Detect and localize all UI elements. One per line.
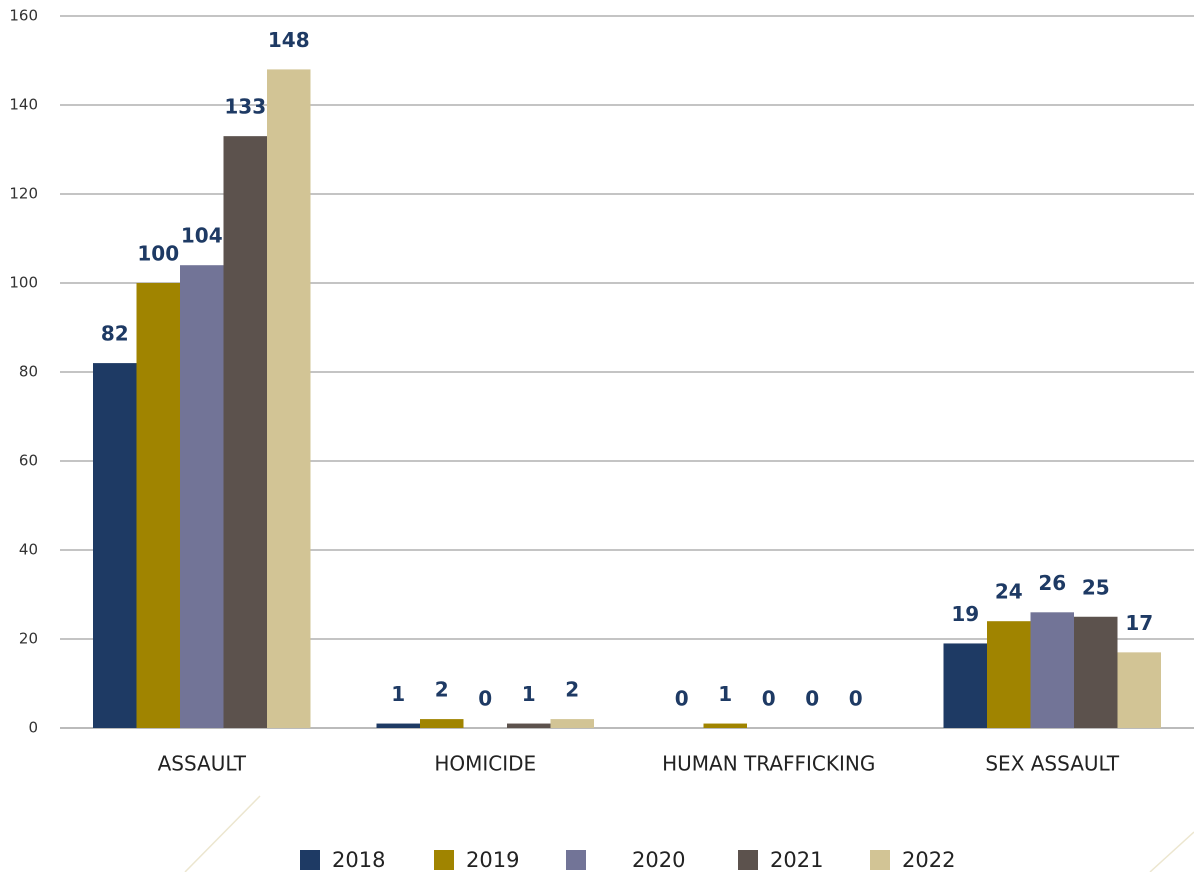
legend-swatch: [870, 850, 890, 870]
bar: [987, 621, 1031, 728]
decoration: [1149, 831, 1194, 872]
bar: [93, 363, 137, 728]
bar: [223, 136, 267, 728]
y-tick-label: 20: [19, 630, 38, 648]
x-tick-label: HOMICIDE: [434, 752, 536, 776]
y-tick-label: 60: [19, 452, 38, 470]
value-label: 100: [137, 242, 179, 266]
value-label: 0: [762, 687, 776, 711]
legend-label: 2021: [770, 848, 823, 872]
value-label: 0: [805, 687, 819, 711]
legend-label: 2020: [632, 848, 685, 872]
legend-label: 2019: [466, 848, 519, 872]
x-tick-label: ASSAULT: [158, 752, 247, 776]
y-tick-label: 160: [9, 7, 38, 25]
value-label: 25: [1082, 575, 1110, 599]
value-label: 0: [675, 687, 689, 711]
value-label: 26: [1038, 571, 1066, 595]
legend-swatch: [566, 850, 586, 870]
value-label: 19: [951, 602, 979, 626]
bar: [420, 719, 464, 728]
value-label: 24: [995, 580, 1023, 604]
value-label: 2: [435, 678, 449, 702]
bar: [376, 723, 420, 728]
bar: [507, 723, 551, 728]
value-label: 0: [478, 687, 492, 711]
y-tick-label: 100: [9, 274, 38, 292]
value-label: 1: [522, 682, 536, 706]
y-tick-label: 40: [19, 541, 38, 559]
y-tick-label: 0: [28, 719, 38, 737]
legend-swatch: [738, 850, 758, 870]
legend-label: 2022: [902, 848, 955, 872]
bar: [703, 723, 747, 728]
bar: [180, 265, 224, 728]
x-tick-label: HUMAN TRAFFICKING: [662, 752, 875, 776]
value-label: 0: [849, 687, 863, 711]
value-label: 17: [1125, 611, 1153, 635]
legend-swatch: [300, 850, 320, 870]
y-tick-label: 140: [9, 96, 38, 114]
value-label: 82: [101, 322, 129, 346]
value-label: 1: [718, 682, 732, 706]
legend-label: 2018: [332, 848, 385, 872]
bar: [1074, 616, 1118, 728]
value-label: 1: [391, 682, 405, 706]
x-tick-label: SEX ASSAULT: [985, 752, 1120, 776]
value-label: 133: [224, 95, 266, 119]
bar: [943, 643, 987, 728]
value-label: 148: [268, 28, 310, 52]
value-label: 2: [565, 678, 579, 702]
legend-swatch: [434, 850, 454, 870]
bar: [267, 69, 311, 728]
decoration: [184, 795, 261, 872]
bar: [1117, 652, 1161, 728]
bar: [1030, 612, 1074, 728]
value-label: 104: [181, 224, 223, 248]
bar: [550, 719, 594, 728]
y-tick-label: 120: [9, 185, 38, 203]
y-tick-label: 80: [19, 363, 38, 381]
bar: [136, 283, 180, 728]
